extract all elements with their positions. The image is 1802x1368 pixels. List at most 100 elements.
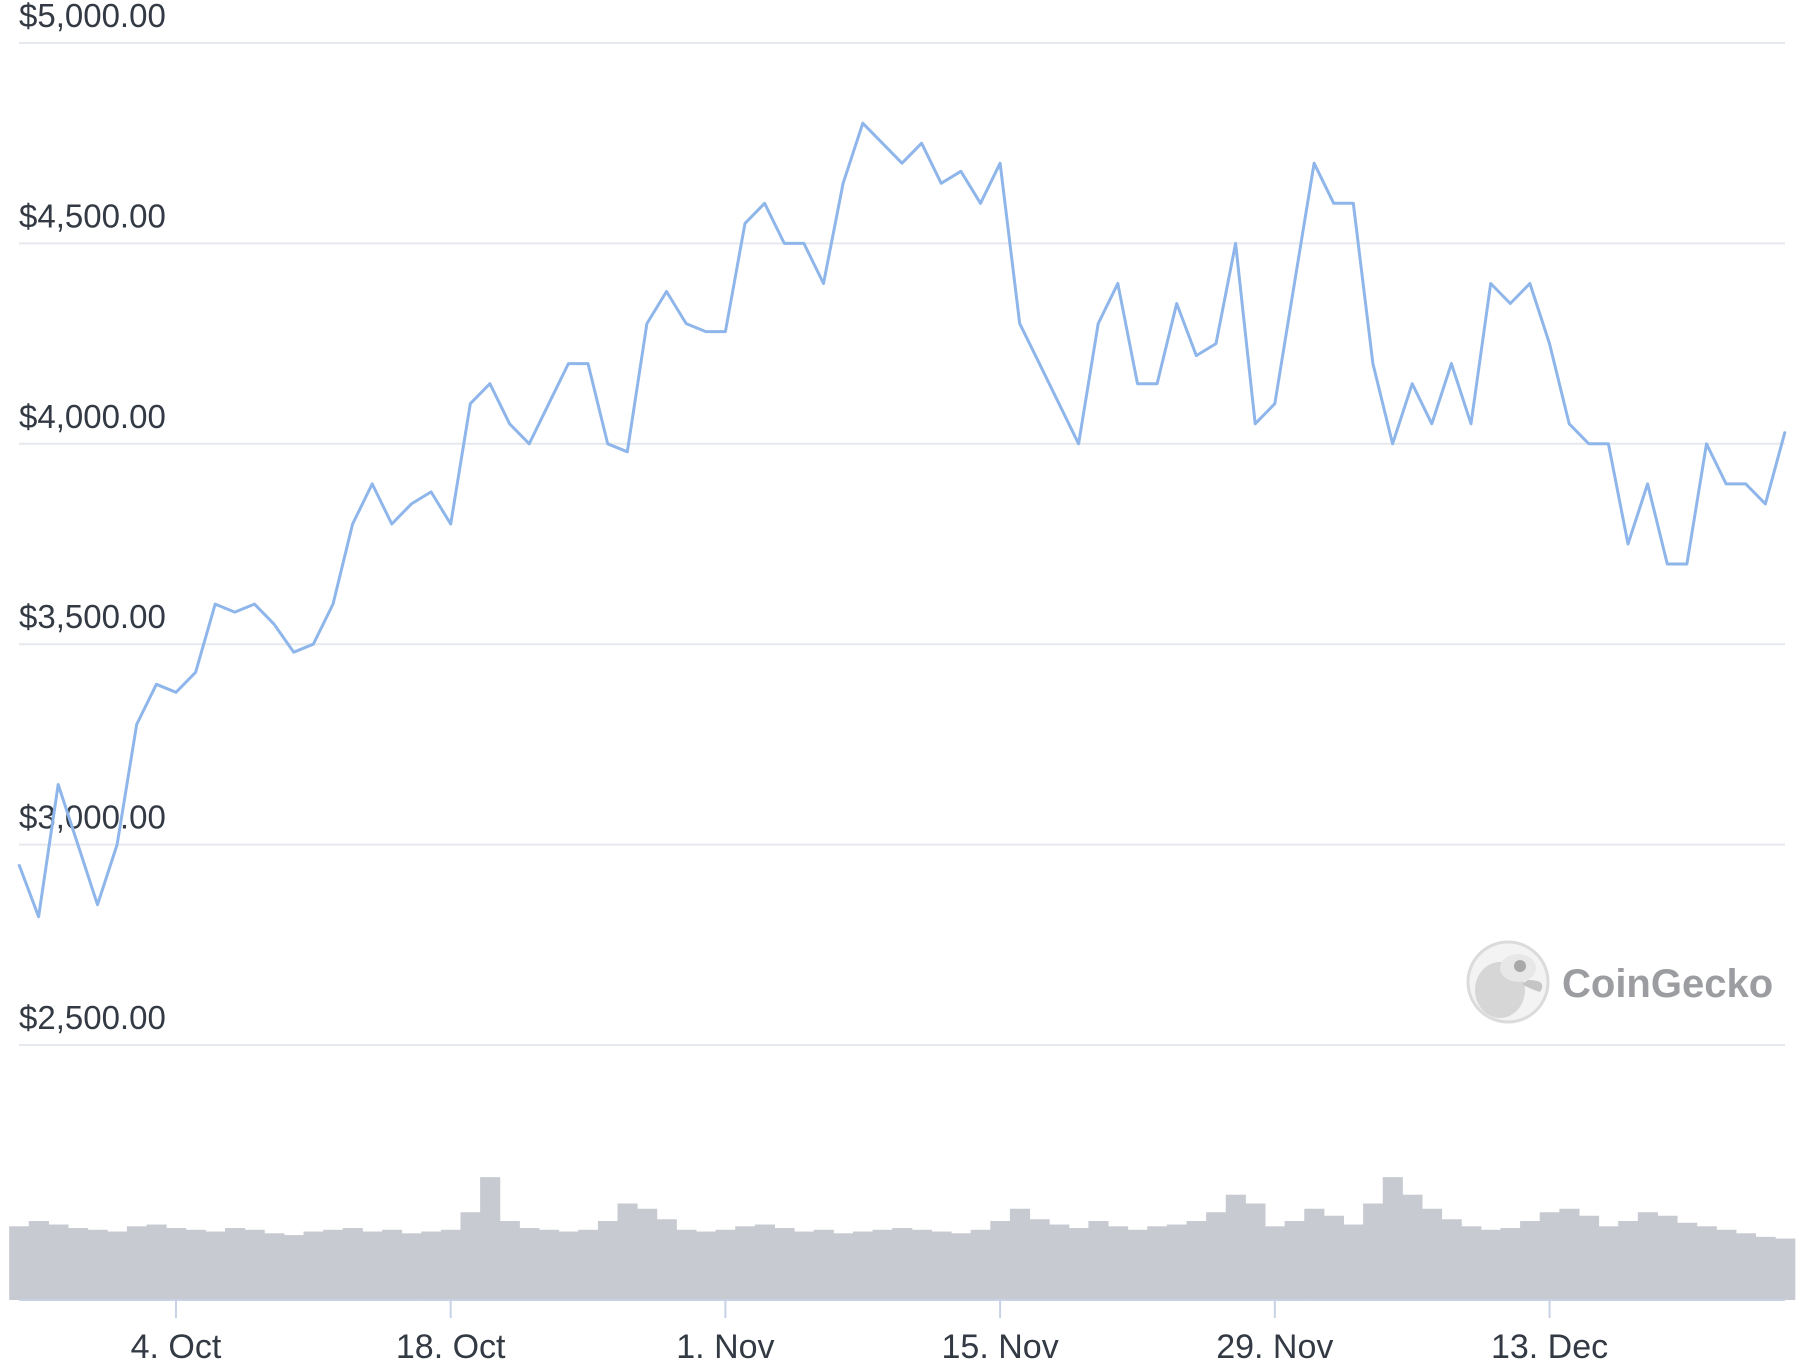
volume-bar — [1049, 1224, 1070, 1300]
volume-bar — [323, 1229, 344, 1300]
price-point — [214, 603, 217, 605]
volume-bar — [1147, 1226, 1168, 1300]
price-point — [57, 783, 60, 786]
price-point — [1352, 202, 1355, 205]
x-tick-label: 4. Oct — [131, 1328, 222, 1366]
price-point — [1195, 354, 1198, 357]
volume-bar — [1755, 1236, 1776, 1300]
price-point — [77, 843, 79, 846]
volume-bar — [754, 1224, 775, 1300]
volume-bar — [833, 1233, 854, 1300]
price-point — [704, 330, 707, 333]
price-point — [234, 611, 236, 613]
price-point — [960, 170, 962, 173]
volume-bar — [1735, 1233, 1757, 1300]
price-point — [1058, 402, 1060, 405]
y-axis-tick-labels: $5,000.00 $4,500.00 $4,000.00 $3,500.00 $3,0… — [19, 0, 166, 1036]
price-point — [1587, 443, 1590, 445]
volume-bar — [1421, 1208, 1443, 1300]
price-point — [96, 903, 99, 906]
price-point — [724, 330, 727, 333]
price-point — [1234, 242, 1237, 245]
volume-bar — [440, 1229, 461, 1300]
volume-bar — [244, 1229, 265, 1300]
volume-bar — [597, 1221, 618, 1300]
volume-bar — [342, 1228, 363, 1300]
y-tick-label: $3,000.00 — [19, 799, 166, 836]
price-point — [940, 182, 943, 185]
x-tick-label: 18. Oct — [396, 1328, 506, 1366]
volume-bar — [401, 1233, 422, 1300]
volume-bar — [107, 1231, 128, 1300]
price-point — [1156, 382, 1158, 385]
price-point — [1018, 322, 1021, 325]
price-point — [332, 603, 334, 605]
price-point — [861, 122, 864, 124]
price-point — [1411, 382, 1413, 385]
price-point — [822, 282, 825, 285]
price-point — [1450, 362, 1453, 365]
price-point — [1744, 483, 1747, 485]
price-point — [1784, 430, 1786, 433]
price-point — [783, 242, 786, 245]
price-point — [508, 422, 511, 425]
volume-bar — [362, 1231, 383, 1300]
price-point — [1254, 422, 1256, 425]
volume-bar — [28, 1221, 49, 1300]
volume-bar — [519, 1228, 540, 1300]
volume-bar — [1696, 1226, 1717, 1300]
price-point — [37, 915, 40, 918]
volume-bar — [283, 1235, 305, 1300]
volume-bar — [578, 1229, 599, 1300]
x-tick-label: 15. Nov — [942, 1328, 1059, 1366]
brand-name: CoinGecko — [1562, 962, 1773, 1006]
price-point — [1136, 382, 1139, 385]
volume-bar — [480, 1177, 501, 1300]
volume-bar — [695, 1231, 717, 1300]
volume-bar — [990, 1221, 1011, 1300]
volume-bar — [1186, 1221, 1207, 1300]
price-point — [587, 362, 589, 365]
price-point — [1274, 402, 1276, 405]
volume-bar — [460, 1212, 481, 1300]
y-tick-label: $4,500.00 — [19, 197, 166, 234]
volume-bar — [1363, 1203, 1384, 1300]
price-point — [18, 863, 20, 866]
price-point — [1646, 483, 1649, 485]
volume-bar — [1402, 1194, 1423, 1300]
price-point — [1175, 302, 1178, 305]
volume-bar — [1068, 1228, 1089, 1300]
price-point — [175, 691, 177, 694]
gecko-logo-icon — [1466, 940, 1550, 1024]
price-point — [744, 222, 746, 225]
price-point — [1470, 422, 1472, 425]
volume-bar — [1284, 1221, 1305, 1300]
volume-bar — [1500, 1228, 1521, 1300]
volume-bar — [1578, 1215, 1600, 1300]
price-point — [842, 182, 844, 185]
price-point — [292, 651, 295, 654]
price-point — [489, 382, 491, 385]
price-point — [1038, 362, 1041, 365]
price-point — [763, 202, 766, 205]
price-point — [116, 843, 118, 846]
price-point — [430, 491, 432, 493]
price-point — [1607, 443, 1610, 445]
price-point — [1077, 443, 1080, 445]
price-point — [371, 483, 374, 485]
price-point — [1117, 282, 1119, 285]
volume-bar — [225, 1228, 246, 1300]
volume-bar — [68, 1228, 89, 1300]
volume-bar — [146, 1224, 167, 1300]
price-point — [312, 643, 315, 645]
volume-bar — [1166, 1224, 1188, 1300]
volume-bar — [1245, 1203, 1266, 1300]
price-point — [1431, 422, 1433, 425]
volume-bar — [1441, 1219, 1462, 1300]
price-point — [469, 402, 472, 405]
volume-bar — [1618, 1221, 1639, 1300]
price-point — [1215, 342, 1217, 345]
volume-bar — [303, 1231, 324, 1300]
volume-bar — [185, 1229, 206, 1300]
